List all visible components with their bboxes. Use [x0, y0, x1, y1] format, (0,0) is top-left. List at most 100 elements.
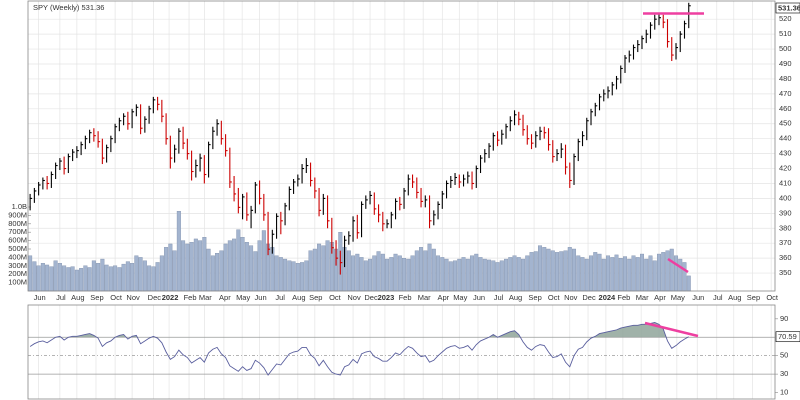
volume-bar: [57, 263, 62, 292]
volume-bar: [640, 253, 645, 292]
volume-bar: [533, 251, 538, 292]
volume-bar: [261, 230, 266, 292]
x-tick-label: Jul: [275, 293, 285, 302]
volume-bar: [74, 269, 79, 292]
volume-bar: [389, 257, 394, 292]
y-tick-label: 360: [779, 253, 792, 262]
x-tick-label: Feb: [617, 293, 630, 302]
volume-bar: [453, 260, 458, 292]
volume-bar: [542, 247, 547, 292]
volume-bar: [593, 252, 598, 292]
volume-bar: [147, 265, 152, 292]
volume-bar: [444, 258, 449, 292]
volume-bar: [79, 268, 84, 292]
volume-bar: [193, 238, 198, 292]
volume-bar: [189, 242, 194, 292]
volume-trend-annotation: [667, 257, 689, 274]
y-tick-label: 410: [779, 178, 792, 187]
volume-bar: [372, 255, 377, 292]
volume-bar: [176, 210, 181, 292]
volume-bar: [172, 250, 177, 292]
volume-bar: [125, 261, 130, 292]
volume-bar: [321, 245, 326, 292]
volume-bar: [601, 258, 606, 292]
volume-bar: [368, 258, 373, 292]
volume-bar: [49, 266, 54, 292]
volume-bar: [36, 265, 41, 292]
volume-bar: [597, 253, 602, 292]
volume-bar: [529, 252, 534, 292]
x-tick-label: Jul: [56, 293, 66, 302]
volume-bar: [164, 247, 169, 292]
y-tick-label: 440: [779, 134, 792, 143]
volume-bar: [62, 265, 67, 292]
volume-bar: [28, 255, 33, 292]
volume-bar: [423, 250, 428, 292]
volume-bar: [40, 263, 45, 292]
volume-bar: [431, 248, 436, 292]
volume-tick-label: 900M: [8, 210, 27, 219]
volume-bar: [669, 248, 674, 292]
chart-title: SPY (Weekly) 531.36: [33, 3, 104, 12]
volume-bar: [555, 252, 560, 292]
volume-bar: [104, 264, 109, 292]
x-tick-label: Sep: [747, 293, 760, 302]
y-tick-label: 460: [779, 104, 792, 113]
rsi-tick-label: 50: [780, 351, 788, 360]
volume-bar: [474, 253, 479, 292]
rsi-last-label: 70.59: [778, 332, 797, 341]
volume-bar: [550, 250, 555, 292]
volume-bar: [478, 257, 483, 292]
volume-bar: [521, 258, 526, 292]
y-tick-label: 490: [779, 59, 792, 68]
volume-bar: [142, 260, 147, 292]
x-tick-label: Mar: [418, 293, 431, 302]
x-tick-label: Dec: [582, 293, 596, 302]
volume-bar: [227, 240, 232, 292]
volume-bar: [355, 253, 360, 292]
volume-bar: [410, 255, 415, 292]
volume-bar: [210, 255, 215, 292]
volume-bar: [635, 257, 640, 292]
volume-bar: [508, 257, 513, 292]
y-tick-label: 400: [779, 193, 792, 202]
volume-bar: [470, 255, 475, 292]
volume-bar: [66, 267, 71, 292]
volume-bar: [686, 275, 691, 292]
volume-bar: [270, 247, 275, 292]
volume-bar: [567, 247, 572, 292]
volume-bar: [414, 250, 419, 292]
volume-bar: [385, 258, 390, 292]
volume-bar: [623, 256, 628, 292]
x-tick-label: Mar: [199, 293, 212, 302]
volume-bar: [644, 258, 649, 292]
y-tick-label: 380: [779, 223, 792, 232]
volume-bar: [159, 255, 164, 292]
volume-bar: [274, 255, 279, 292]
x-tick-label: Jul: [713, 293, 723, 302]
y-tick-label: 510: [779, 29, 792, 38]
volume-bar: [70, 266, 75, 292]
volume-bar: [100, 258, 105, 292]
volume-bar: [287, 260, 292, 292]
x-tick-label: Feb: [399, 293, 412, 302]
x-tick-label: Aug: [509, 293, 522, 302]
volume-bar: [91, 260, 96, 292]
volume-bar: [376, 251, 381, 292]
volume-bar: [563, 250, 568, 292]
volume-bar: [253, 251, 258, 292]
volume-bar: [419, 247, 424, 292]
volume-bar: [346, 250, 351, 292]
volume-bar: [584, 258, 589, 292]
volume-bar: [618, 258, 623, 292]
volume-bar: [572, 248, 577, 292]
x-tick-label: 2024: [599, 293, 617, 302]
volume-tick-label: 700M: [8, 227, 27, 236]
volume-bar: [516, 257, 521, 292]
volume-bar: [198, 240, 203, 292]
volume-bar: [291, 261, 296, 292]
x-tick-label: May: [453, 293, 467, 302]
volume-bar: [546, 248, 551, 292]
volume-bar: [168, 243, 173, 292]
volume-bar: [295, 263, 300, 292]
